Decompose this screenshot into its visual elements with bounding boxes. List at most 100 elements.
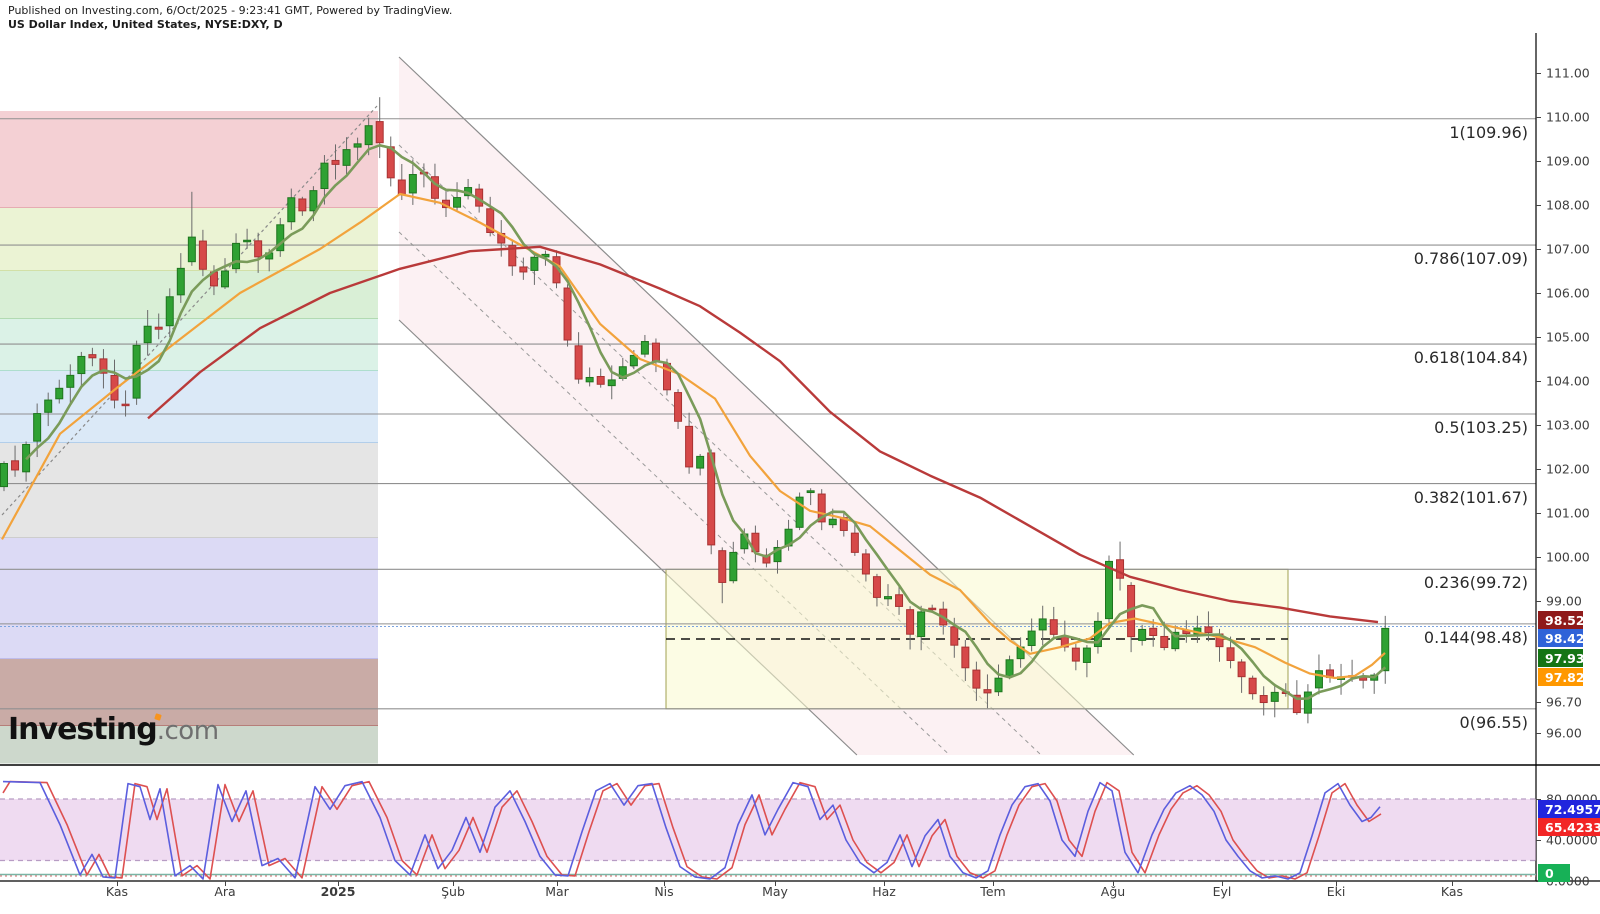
- price-tick-label: 102.00: [1546, 461, 1590, 477]
- price-tick-label: 109.00: [1546, 153, 1590, 169]
- candle-body: [1270, 691, 1279, 702]
- month-label: Mar: [545, 884, 569, 899]
- candle-body: [11, 460, 20, 471]
- candle-body: [486, 208, 495, 234]
- candle-body: [77, 355, 86, 375]
- fib-level-label: 0.382(101.67): [1413, 487, 1528, 507]
- candle-body: [254, 240, 263, 258]
- candle-body: [906, 609, 915, 635]
- candle-body: [961, 646, 970, 669]
- candle-body: [165, 296, 174, 327]
- ma-red-line: [147, 245, 1379, 624]
- month-tick-mark: [884, 881, 885, 886]
- month-label: 2025: [320, 884, 356, 899]
- candle-body: [983, 689, 992, 694]
- candle-body: [674, 392, 683, 422]
- candle-body: [187, 236, 196, 263]
- price-tick-label: 111.00: [1546, 65, 1590, 81]
- price-badge: 98.42: [1538, 629, 1585, 647]
- uptrend-dotted-line: [1, 105, 378, 516]
- price-tick-label: 99.00: [1546, 593, 1582, 609]
- candle-body: [143, 325, 152, 344]
- left-fib-band: [0, 319, 378, 371]
- price-tick-label: 104.00: [1546, 373, 1590, 389]
- candle-body: [817, 493, 826, 523]
- candle-body: [1226, 647, 1235, 661]
- price-tick-mark: [1536, 425, 1541, 426]
- month-tick-mark: [557, 881, 558, 886]
- candle-body: [1071, 647, 1080, 662]
- price-tick-mark: [1536, 205, 1541, 206]
- candle-body: [198, 240, 207, 270]
- investing-logo: Investing .com: [8, 712, 219, 747]
- candle-body: [1082, 647, 1091, 663]
- candle-body: [1314, 670, 1323, 689]
- candle-body: [364, 125, 373, 146]
- left-fib-band: [0, 443, 378, 538]
- investing-logo-text: Investing: [8, 712, 158, 747]
- candle-body: [696, 455, 705, 469]
- left-fib-band: [0, 111, 378, 208]
- candle-body: [519, 266, 528, 273]
- fib-level-label: 0.5(103.25): [1434, 418, 1528, 437]
- month-label: Kas: [1440, 884, 1464, 899]
- candle-body: [408, 174, 417, 194]
- candle-body: [685, 425, 694, 468]
- month-label: Haz: [872, 884, 896, 899]
- candle-body: [287, 197, 296, 223]
- osc-badge: 0: [1538, 864, 1570, 882]
- candle-body: [276, 224, 285, 252]
- investing-logo-suffix: .com: [156, 716, 219, 746]
- osc-tick-label: 40.0000: [1546, 832, 1598, 848]
- month-tick-mark: [664, 881, 665, 886]
- month-label: Tem: [980, 884, 1006, 899]
- osc-tick-mark: [1536, 840, 1541, 841]
- price-tick-label: 110.00: [1546, 109, 1590, 125]
- candle-body: [342, 149, 351, 166]
- candle-body: [895, 594, 904, 607]
- price-tick-mark: [1536, 513, 1541, 514]
- candle-body: [762, 554, 771, 564]
- candle-body: [121, 403, 130, 407]
- price-tick-label: 101.00: [1546, 505, 1590, 521]
- price-tick-label: 100.00: [1546, 549, 1590, 565]
- candle-body: [773, 546, 782, 563]
- candle-body: [320, 162, 329, 190]
- month-label: Ağu: [1100, 884, 1126, 899]
- price-tick-mark: [1536, 381, 1541, 382]
- month-tick-mark: [1336, 881, 1337, 886]
- candle-body: [861, 553, 870, 575]
- candle-body: [221, 270, 229, 288]
- candle-body: [651, 342, 660, 362]
- candle-body: [718, 550, 727, 583]
- fib-level-label: 0.618(104.84): [1413, 348, 1528, 368]
- candle-body: [607, 379, 616, 387]
- candle-body: [44, 399, 53, 413]
- month-label: Nis: [654, 884, 674, 899]
- candle-body: [950, 626, 959, 646]
- price-tick-label: 108.00: [1546, 197, 1590, 213]
- published-line: Published on Investing.com, 6/Oct/2025 -…: [8, 4, 453, 17]
- candle-body: [1005, 659, 1014, 677]
- candle-body: [1138, 628, 1147, 641]
- candle-body: [1105, 560, 1113, 620]
- candle-body: [0, 463, 8, 488]
- candle-body: [88, 354, 97, 359]
- candle-body: [1049, 619, 1058, 635]
- left-fib-band: [0, 538, 378, 659]
- candle-body: [375, 121, 384, 144]
- price-tick-mark: [1536, 249, 1541, 250]
- candle-body: [298, 198, 307, 212]
- ma-green-line: [25, 144, 1387, 701]
- candle-body: [1381, 627, 1390, 672]
- price-tick-mark: [1536, 161, 1541, 162]
- month-tick-mark: [1452, 881, 1453, 886]
- month-tick-mark: [453, 881, 454, 886]
- left-fib-band: [0, 659, 378, 726]
- candle-body: [574, 345, 583, 380]
- candle-body: [66, 374, 75, 388]
- candle-body: [232, 242, 241, 270]
- candle-body: [994, 677, 1003, 693]
